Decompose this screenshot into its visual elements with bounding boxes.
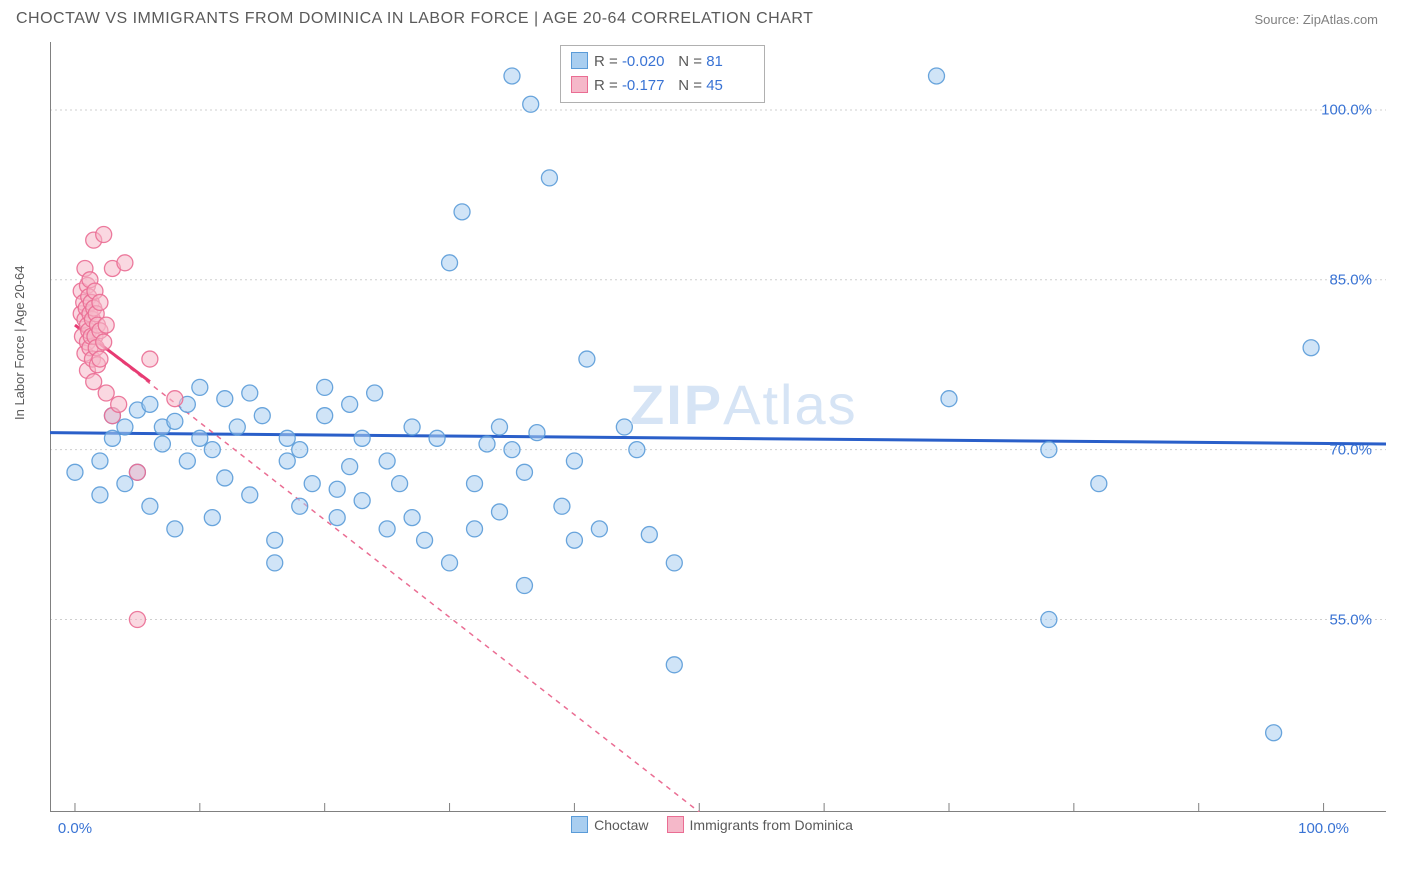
chart-header: CHOCTAW VS IMMIGRANTS FROM DOMINICA IN L… (0, 0, 1406, 34)
legend-label: Choctaw (594, 817, 648, 833)
legend-swatch (571, 52, 588, 69)
legend-swatch (667, 816, 684, 833)
legend-swatch (571, 816, 588, 833)
y-tick-label: 85.0% (1329, 271, 1372, 288)
stats-legend-box: R = -0.020 N = 81R = -0.177 N = 45 (560, 45, 765, 103)
y-tick-label: 100.0% (1321, 101, 1372, 118)
legend-item: Immigrants from Dominica (649, 817, 853, 833)
stat-n-label: N = (678, 77, 706, 94)
stat-r-value: -0.020 (622, 50, 670, 74)
stat-r-value: -0.177 (622, 74, 670, 98)
legend-swatch (571, 76, 588, 93)
stat-n-label: N = (678, 53, 706, 70)
legend-item: Choctaw (553, 817, 648, 833)
stat-n-value: 81 (706, 50, 754, 74)
y-tick-label: 55.0% (1329, 611, 1372, 628)
legend-label: Immigrants from Dominica (690, 817, 853, 833)
chart-source: Source: ZipAtlas.com (1254, 12, 1378, 27)
stat-r-label: R = (594, 77, 622, 94)
stats-row: R = -0.020 N = 81 (571, 50, 754, 74)
plot-svg (50, 42, 1386, 812)
bottom-legend: Choctaw Immigrants from Dominica (0, 816, 1406, 833)
chart-title: CHOCTAW VS IMMIGRANTS FROM DOMINICA IN L… (16, 10, 813, 28)
stat-n-value: 45 (706, 74, 754, 98)
y-tick-label: 70.0% (1329, 441, 1372, 458)
stats-row: R = -0.177 N = 45 (571, 74, 754, 98)
stat-r-label: R = (594, 53, 622, 70)
y-axis-label: In Labor Force | Age 20-64 (12, 266, 27, 420)
scatter-plot: ZIPAtlas R = -0.020 N = 81R = -0.177 N =… (50, 42, 1386, 812)
